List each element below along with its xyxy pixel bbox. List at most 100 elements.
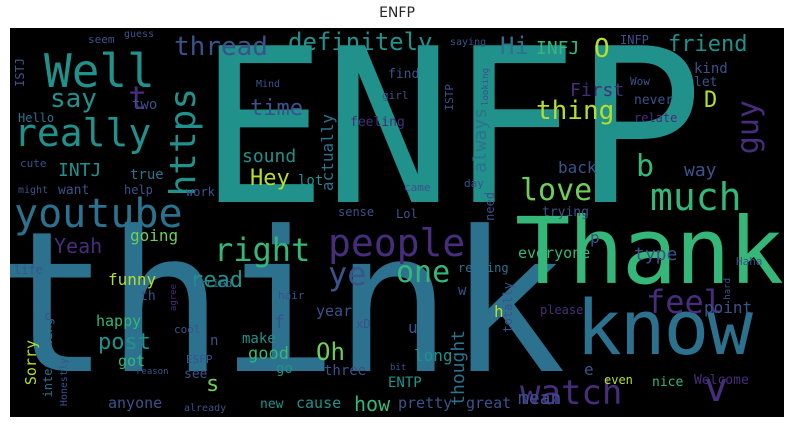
word-everyone: everyone	[518, 244, 591, 262]
word-youtube: youtube	[14, 191, 183, 237]
word-cool: cool	[174, 323, 201, 336]
word-hello: Hello	[18, 111, 55, 125]
word-want: want	[58, 183, 90, 198]
word-three: three	[324, 363, 367, 379]
word-thing: thing	[536, 96, 615, 126]
word-h: h	[494, 302, 504, 321]
word-seem: seem	[88, 33, 115, 46]
word-cloud: ENFP think Thank know youtube really Wel…	[10, 28, 784, 417]
word-reason: reason	[136, 367, 169, 377]
word-infj: INFJ	[536, 38, 580, 59]
word-find: find	[388, 67, 420, 82]
word-d: D	[704, 88, 718, 113]
word-even: even	[604, 373, 633, 387]
word-anyone: anyone	[108, 394, 163, 412]
word-really: really	[14, 111, 152, 155]
word-n: n	[210, 333, 219, 349]
word-funny: funny	[108, 270, 157, 289]
word-happy: happy	[96, 312, 142, 330]
word-already: already	[184, 403, 227, 414]
word-day: day	[464, 177, 484, 190]
word-right: right	[214, 231, 311, 269]
word-feel: feel	[646, 283, 724, 321]
word-hey: Hey	[250, 166, 290, 191]
word-think: think	[10, 190, 566, 417]
word-say: say	[50, 84, 97, 114]
word-honestly: Honestly	[59, 358, 70, 407]
word-definitely: definitely	[288, 28, 433, 56]
word-first: First	[570, 80, 625, 101]
word-post: post	[98, 330, 151, 355]
word-saying: saying	[450, 37, 487, 48]
word-great: great	[466, 394, 512, 412]
word-married: married	[186, 277, 233, 290]
word-mind: Mind	[256, 79, 281, 90]
word-read: read	[190, 268, 243, 293]
word-well: Well	[44, 44, 155, 98]
word-guy: guy	[731, 100, 766, 155]
word-know: know	[576, 283, 753, 372]
word-cute: cute	[20, 157, 47, 170]
word-entp: ENTP	[388, 375, 422, 391]
word-need: need	[483, 192, 497, 221]
word-lot: lot	[298, 173, 324, 189]
word-interesting: interesting	[41, 318, 55, 398]
word-hair: hair	[278, 289, 305, 302]
word-bit: bit	[390, 363, 407, 373]
word-o: O	[594, 34, 610, 64]
word-way: way	[684, 160, 717, 181]
word-back: back	[558, 158, 597, 177]
word-never: never	[634, 93, 674, 108]
word-wow: Wow	[630, 75, 650, 88]
word-going: going	[130, 226, 179, 245]
word-go: go	[276, 361, 293, 377]
word-haha: Haha	[736, 255, 763, 268]
word-life: life	[14, 263, 43, 277]
word-looking: looking	[481, 68, 491, 106]
word-thank: Thank	[515, 198, 784, 305]
word-hi: Hi	[500, 32, 529, 60]
word-hard: hard	[723, 278, 733, 300]
word-always: always	[470, 108, 491, 174]
word-make: make	[242, 331, 276, 347]
word-trying: trying	[542, 205, 589, 220]
word-year: year	[316, 302, 353, 320]
word-help: help	[124, 183, 153, 197]
word-one: one	[396, 255, 451, 290]
word-f: f	[274, 312, 285, 333]
word-time: time	[250, 96, 303, 121]
word-xd: xD	[356, 317, 371, 331]
word-sorry: Sorry	[22, 340, 40, 386]
word-relate: relate	[634, 111, 678, 125]
word-lol: Lol	[396, 207, 418, 221]
word-got: got	[118, 352, 146, 370]
word-oh: Oh	[316, 338, 345, 366]
word-https: https	[163, 88, 204, 197]
word-please: please	[540, 303, 584, 317]
word-much: much	[650, 175, 742, 219]
word-nice: nice	[652, 375, 684, 390]
word-girl: girl	[382, 89, 409, 102]
word-istp: ISTP	[443, 84, 456, 111]
word-v: v	[704, 365, 729, 411]
word-might: might	[18, 185, 49, 196]
word-w: w	[458, 283, 467, 299]
word-istj: ISTJ	[13, 58, 27, 87]
word-totally: totally	[501, 282, 515, 333]
word-thread: thread	[174, 32, 268, 62]
word-th: th	[140, 289, 156, 304]
word-true: true	[130, 167, 164, 183]
word-work: work	[186, 185, 215, 199]
chart-title: ENFP	[379, 5, 415, 21]
word-welcome: Welcome	[694, 373, 749, 388]
word-point: point	[704, 298, 753, 317]
word-new: new	[260, 397, 284, 412]
word-reading: reading	[458, 261, 509, 275]
word-c: c	[44, 309, 52, 323]
word-sound: sound	[242, 146, 297, 167]
word-kind: kind	[694, 61, 728, 77]
word-t: t	[128, 79, 148, 117]
word-see: see	[184, 367, 208, 382]
word-came: came	[404, 181, 431, 194]
word-type: type	[634, 244, 678, 265]
